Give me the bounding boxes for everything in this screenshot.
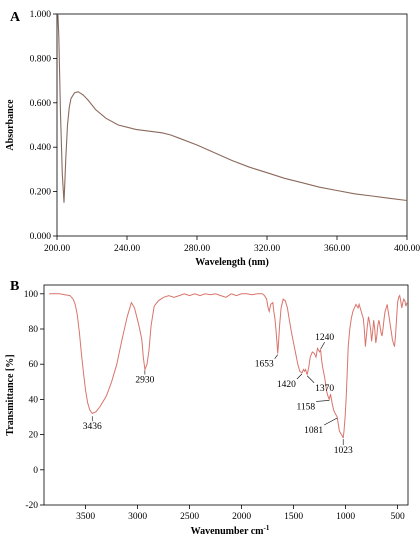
- y-tick-label-a: 0.800: [30, 54, 52, 64]
- peak-label: 1370: [315, 384, 334, 394]
- y-tick-label-b: 0: [33, 466, 38, 476]
- peak-label: 1420: [277, 380, 296, 390]
- peak-label: 2930: [135, 375, 154, 385]
- x-tick-label-a: 240.00: [114, 244, 140, 254]
- x-tick-label-b: 1500: [284, 512, 303, 522]
- x-axis-title-a: Wavelength (nm): [195, 257, 269, 268]
- y-axis-title-b: Transmittance [%]: [5, 354, 16, 435]
- absorbance-series: [57, 13, 408, 203]
- peak-leader-line: [274, 354, 278, 359]
- x-tick-label-b: 3500: [76, 512, 95, 522]
- uv-vis-chart: A 0.000 0.200 0.400 0.600 0.800 1.000 200.00 2…: [5, 10, 420, 268]
- y-tick-label-a: 0.000: [30, 232, 52, 242]
- y-tick-label-b: -20: [25, 501, 38, 511]
- x-tick-label-a: 360.00: [324, 244, 350, 254]
- x-tick-label-a: 400.00: [394, 244, 420, 254]
- x-axis-title-b-text: Wavenumber cm: [191, 526, 265, 537]
- x-tick-label-a: 200.00: [44, 244, 70, 254]
- x-tick-label-a: 320.00: [254, 244, 280, 254]
- x-tick-label-b: 2000: [232, 512, 251, 522]
- y-tick-label-b: 60: [29, 360, 39, 370]
- x-axis-title-b: Wavenumber cm-1: [191, 524, 270, 537]
- peak-leader-line: [306, 375, 315, 383]
- peak-label: 1023: [334, 446, 353, 456]
- peak-label: 1158: [297, 402, 316, 412]
- peak-leader-line: [316, 400, 330, 402]
- plot-frame-b: [43, 284, 409, 506]
- y-axis-title-a: Absorbance: [5, 99, 16, 151]
- peak-leader-line: [324, 417, 338, 426]
- ftir-chart: B -20 0 20 40 60 80 100 3500 3000 2500 2000 1500 10…: [5, 279, 409, 537]
- y-tick-label-a: 0.200: [30, 188, 52, 198]
- y-tick-label-b: 100: [24, 290, 39, 300]
- peak-leader-line: [320, 341, 325, 350]
- panel-label-b: B: [10, 279, 19, 294]
- peak-label: 1653: [255, 360, 274, 370]
- y-tick-label-b: 80: [29, 325, 39, 335]
- x-tick-label-b: 2500: [180, 512, 199, 522]
- y-tick-label-a: 0.400: [30, 143, 52, 153]
- peak-label: 1240: [315, 333, 334, 343]
- transmittance-series: [49, 293, 408, 439]
- peak-label: 3436: [83, 422, 102, 432]
- x-tick-label-b: 500: [390, 512, 405, 522]
- x-tick-label-b: 1000: [336, 512, 355, 522]
- plot-frame-a: [56, 13, 408, 237]
- y-tick-label-b: 40: [29, 395, 39, 405]
- y-tick-label-b: 20: [29, 431, 39, 441]
- peak-label: 1081: [304, 426, 323, 436]
- peak-leader-line: [296, 373, 303, 380]
- y-tick-label-a: 1.000: [30, 10, 52, 20]
- y-tick-label-a: 0.600: [30, 99, 52, 109]
- panel-label-a: A: [10, 10, 21, 25]
- x-tick-label-a: 280.00: [184, 244, 210, 254]
- x-tick-label-b: 3000: [128, 512, 147, 522]
- x-axis-title-b-sup: -1: [264, 524, 270, 532]
